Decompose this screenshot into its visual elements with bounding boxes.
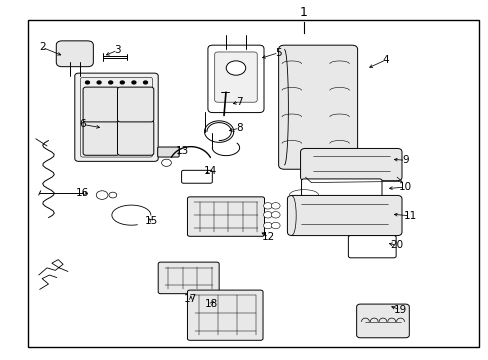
Circle shape [226, 61, 245, 75]
Text: 10: 10 [398, 182, 411, 192]
FancyBboxPatch shape [214, 52, 257, 102]
FancyBboxPatch shape [207, 45, 264, 113]
Text: 9: 9 [401, 155, 408, 165]
FancyBboxPatch shape [287, 195, 401, 235]
Text: 5: 5 [275, 48, 282, 58]
Text: 1: 1 [300, 6, 307, 19]
Text: 3: 3 [114, 45, 121, 55]
FancyBboxPatch shape [300, 148, 401, 181]
FancyBboxPatch shape [187, 197, 264, 236]
Text: 7: 7 [236, 97, 243, 107]
FancyBboxPatch shape [278, 45, 357, 169]
FancyBboxPatch shape [347, 235, 395, 258]
Text: 11: 11 [403, 211, 416, 221]
Text: 13: 13 [175, 146, 188, 156]
Text: 6: 6 [79, 120, 86, 129]
Circle shape [85, 81, 89, 84]
FancyBboxPatch shape [83, 121, 119, 155]
FancyBboxPatch shape [301, 179, 381, 197]
Text: 4: 4 [382, 55, 388, 65]
Circle shape [120, 81, 124, 84]
Circle shape [97, 81, 101, 84]
Circle shape [132, 81, 136, 84]
FancyBboxPatch shape [356, 304, 408, 338]
Text: 2: 2 [39, 42, 45, 52]
Circle shape [263, 203, 272, 209]
Text: 8: 8 [236, 123, 243, 133]
FancyBboxPatch shape [187, 290, 263, 340]
FancyBboxPatch shape [81, 77, 152, 157]
FancyBboxPatch shape [117, 121, 154, 155]
FancyBboxPatch shape [75, 73, 158, 161]
Circle shape [109, 192, 117, 198]
Circle shape [161, 159, 171, 166]
FancyBboxPatch shape [117, 87, 154, 122]
Circle shape [263, 212, 272, 218]
Text: 12: 12 [262, 232, 275, 242]
Text: 19: 19 [393, 305, 407, 315]
FancyBboxPatch shape [56, 41, 93, 67]
FancyBboxPatch shape [158, 147, 179, 157]
Text: 16: 16 [76, 188, 89, 198]
Text: 18: 18 [204, 299, 218, 309]
Circle shape [271, 212, 280, 218]
Circle shape [96, 191, 108, 199]
FancyBboxPatch shape [83, 87, 119, 122]
Text: 20: 20 [389, 240, 403, 250]
Text: 15: 15 [145, 216, 158, 226]
Circle shape [263, 222, 272, 229]
FancyBboxPatch shape [158, 262, 219, 294]
FancyBboxPatch shape [181, 170, 212, 183]
Circle shape [271, 203, 280, 209]
Circle shape [143, 81, 147, 84]
Circle shape [271, 222, 280, 229]
Circle shape [108, 81, 112, 84]
Text: 17: 17 [184, 294, 197, 304]
Text: 14: 14 [203, 166, 217, 176]
